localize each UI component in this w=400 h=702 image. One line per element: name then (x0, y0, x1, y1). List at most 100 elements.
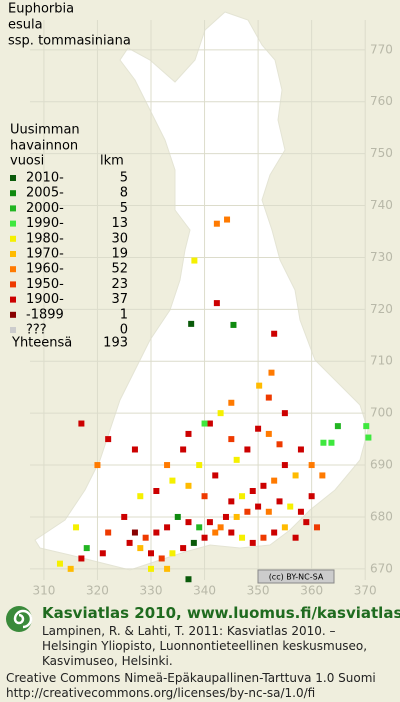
title-line: Euphorbia (8, 2, 74, 17)
y-tick-label: 710 (370, 354, 393, 368)
observation (169, 550, 176, 557)
y-tick-label: 770 (370, 42, 393, 56)
observation (297, 508, 304, 515)
y-tick-label: 730 (370, 250, 393, 264)
observation (148, 565, 155, 572)
legend-swatch (10, 311, 16, 318)
observation (287, 503, 294, 510)
observation (255, 425, 262, 432)
legend-header: lkm (100, 154, 124, 169)
observation (265, 508, 272, 515)
x-tick-label: 370 (354, 584, 377, 598)
y-tick-label: 750 (370, 146, 393, 160)
legend-count: 30 (111, 231, 128, 246)
observation (228, 399, 235, 406)
observation (271, 529, 278, 536)
legend-label: ??? (26, 323, 47, 338)
observation (271, 477, 278, 484)
observation (334, 423, 341, 430)
observation (233, 513, 240, 520)
observation (255, 503, 262, 510)
observation (164, 524, 171, 531)
observation (292, 534, 299, 541)
observation (185, 519, 192, 526)
observation (180, 545, 187, 552)
observation (228, 529, 235, 536)
observation (213, 300, 220, 307)
legend-label: 1990- (26, 216, 64, 231)
observation (363, 423, 370, 430)
observation (222, 513, 229, 520)
legend-label: 1900- (26, 292, 64, 307)
legend-label: 2000- (26, 201, 64, 216)
legend-count: 1 (120, 307, 128, 322)
observation (276, 441, 283, 448)
observation (314, 524, 321, 531)
legend-header: havainnon (10, 139, 78, 154)
observation (212, 529, 219, 536)
observation (78, 555, 85, 562)
observation (249, 488, 256, 495)
observation (212, 472, 219, 479)
observation (201, 420, 208, 427)
legend-label: 1980- (26, 231, 64, 246)
license-badge: (cc) BY-NC-SA (257, 569, 335, 584)
observation (292, 472, 299, 479)
legend-label: 2005- (26, 186, 64, 201)
observation (213, 220, 220, 227)
legend-label: 2010- (26, 171, 64, 186)
legend-count: 5 (120, 171, 128, 186)
observation (297, 446, 304, 453)
y-tick-label: 680 (370, 509, 393, 523)
legend-swatch (10, 296, 16, 303)
observation (265, 394, 272, 401)
x-tick-label: 310 (32, 584, 55, 598)
legend-header: Uusimman (10, 123, 80, 138)
observation (174, 513, 181, 520)
observation (239, 534, 246, 541)
title-line: esula (8, 18, 43, 33)
legend-swatch (10, 235, 16, 242)
title-line: ssp. tommasiniana (8, 34, 131, 49)
observation (126, 539, 133, 546)
y-tick-label: 720 (370, 302, 393, 316)
y-tick-label: 670 (370, 561, 393, 575)
observation (191, 257, 198, 264)
observation (142, 534, 149, 541)
observation (244, 508, 251, 515)
legend-count: 13 (111, 216, 128, 231)
footer-heading: Kasviatlas 2010, www.luomus.fi/kasviatla… (42, 604, 400, 622)
logo-icon (6, 606, 33, 632)
observation (260, 482, 267, 489)
observation (94, 462, 101, 469)
observation (271, 330, 278, 337)
observation (131, 529, 138, 536)
observation (190, 539, 197, 546)
observation (328, 439, 335, 446)
observation (196, 524, 203, 531)
legend-total-label: Yhteensä (11, 336, 72, 351)
observation (365, 434, 372, 441)
observation (281, 410, 288, 417)
observation (239, 493, 246, 500)
y-tick-label: 740 (370, 198, 393, 212)
legend-label: 1970- (26, 247, 64, 262)
observation (158, 555, 165, 562)
legend-count: 19 (111, 247, 128, 262)
y-tick-label: 700 (370, 406, 393, 420)
observation (308, 462, 315, 469)
legend-swatch (10, 220, 16, 227)
observation (188, 320, 195, 327)
x-tick-label: 330 (140, 584, 163, 598)
observation (319, 472, 326, 479)
observation (185, 430, 192, 437)
observation (256, 382, 263, 389)
observation (137, 545, 144, 552)
observation (105, 436, 112, 443)
citation: Lampinen, R. & Lahti, T. 2011: Kasviatla… (42, 624, 336, 638)
observation (224, 216, 231, 223)
observation (153, 488, 160, 495)
legend-swatch (10, 175, 16, 181)
observation (281, 462, 288, 469)
legend-count: 37 (111, 292, 128, 307)
